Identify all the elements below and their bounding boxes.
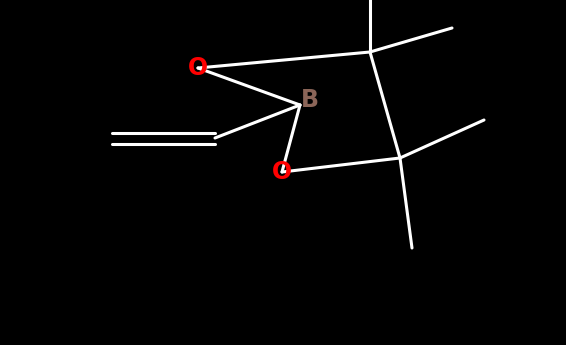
Text: O: O xyxy=(188,56,208,80)
Text: B: B xyxy=(301,88,319,112)
Text: O: O xyxy=(272,160,292,184)
